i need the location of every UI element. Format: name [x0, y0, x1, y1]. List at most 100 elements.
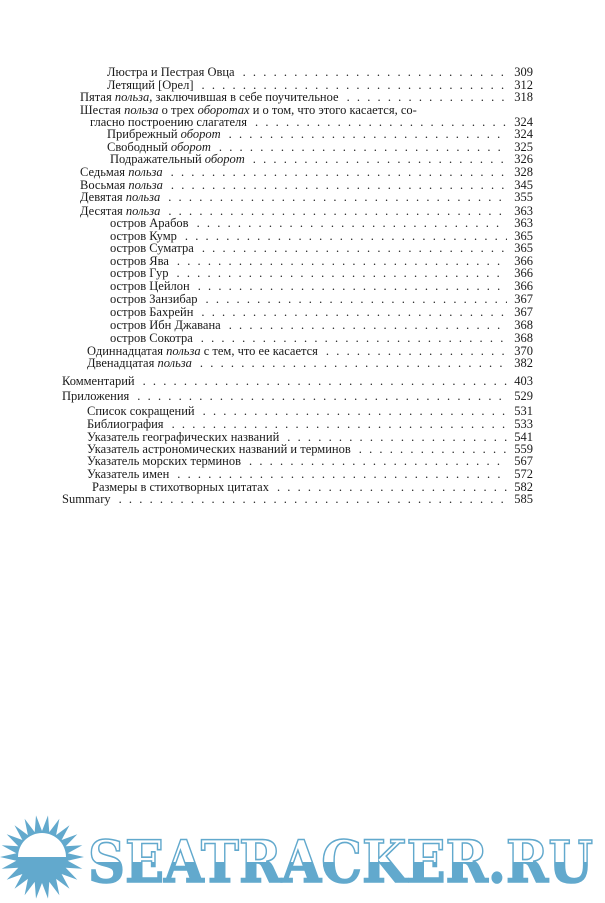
toc-page-number: 355	[514, 190, 533, 204]
toc-entry: остров Занзибар.........................…	[110, 293, 533, 306]
toc-title-part: остров Сокотра	[110, 331, 193, 345]
toc-page-number: 309	[514, 65, 533, 79]
toc-title-part: Девятая	[80, 190, 126, 204]
toc-page-number: 318	[514, 90, 533, 104]
toc-entry: остров Ява..............................…	[110, 255, 533, 268]
toc-title-part: остров Занзибар	[110, 292, 198, 306]
dot-leader: ........................................…	[200, 332, 507, 345]
toc-entry: Десятая польза..........................…	[80, 205, 533, 218]
toc-entry-title: остров Суматра	[110, 242, 194, 255]
dot-leader: ........................................…	[358, 443, 507, 456]
toc-title-part: Летящий [Орел]	[107, 78, 194, 92]
toc-entry-title: Подражательный оборот	[110, 153, 245, 166]
toc-title-part: остров Суматра	[110, 241, 194, 255]
toc-title-part: Прибрежный	[107, 127, 181, 141]
toc-entry-title: остров Цейлон	[110, 280, 190, 293]
toc-entry-title: Указатель морских терминов	[87, 455, 241, 468]
dot-leader: ........................................…	[249, 455, 507, 468]
toc-entry: Седьмая польза..........................…	[80, 166, 533, 179]
toc-page-number: 382	[514, 356, 533, 370]
dot-leader: ........................................…	[196, 217, 507, 230]
toc-entry: Указатель морских терминов..............…	[87, 455, 533, 468]
toc-entry: Люстра и Пестрая Овца...................…	[107, 66, 533, 79]
dot-leader: ........................................…	[170, 179, 507, 192]
toc-entry: остров Ибн Джавана......................…	[110, 319, 533, 332]
toc-page-number: 367	[514, 292, 533, 306]
toc-entry-title: остров Сокотра	[110, 332, 193, 345]
toc-title-part: Размеры в стихотворных цитатах	[92, 480, 269, 494]
toc-entry: Двенадцатая польза......................…	[87, 357, 533, 370]
toc-entry-title: Двенадцатая польза	[87, 357, 192, 370]
toc-page-number: 368	[514, 331, 533, 345]
toc-entry-title: Девятая польза	[80, 191, 160, 204]
toc-title-part: Список сокращений	[87, 404, 195, 418]
toc-entry-title: Десятая польза	[80, 205, 160, 218]
toc-title-part: остров Арабов	[110, 216, 189, 230]
toc-entry: Размеры в стихотворных цитатах..........…	[92, 481, 533, 494]
toc-page-number: 363	[514, 204, 533, 218]
toc-entry: Восьмая польза..........................…	[80, 179, 533, 192]
toc-title-part: польза	[125, 190, 161, 204]
toc-page-number: 585	[514, 492, 533, 506]
toc-title-part: с тем, что ее касается	[200, 344, 318, 358]
dot-leader: ........................................…	[201, 79, 507, 92]
toc-page-number: 326	[514, 152, 533, 166]
dot-leader: ........................................…	[325, 345, 507, 358]
toc-entry: Летящий [Орел]..........................…	[107, 79, 533, 92]
toc-title-part: Свободный	[107, 140, 171, 154]
toc-entry-title: Люстра и Пестрая Овца	[107, 66, 235, 79]
toc-entry-title: гласно построению слагателя	[90, 116, 247, 129]
toc-page-number: 366	[514, 254, 533, 268]
toc-page-number: 403	[514, 374, 533, 388]
dot-leader: ........................................…	[170, 166, 507, 179]
toc-page-number: 366	[514, 266, 533, 280]
toc-title-part: Седьмая	[80, 165, 129, 179]
toc-entry-title: Одиннадцатая польза с тем, что ее касает…	[87, 345, 318, 358]
toc-entry-title: остров Гур	[110, 267, 169, 280]
toc-page-number: 324	[514, 115, 533, 129]
toc-entry: остров Цейлон...........................…	[110, 280, 533, 293]
toc-page-number: 325	[514, 140, 533, 154]
toc-entry-title: остров Ява	[110, 255, 169, 268]
toc-entry: остров Сокотра..........................…	[110, 332, 533, 345]
toc-title-part: оборотах	[197, 103, 250, 117]
dot-leader: ........................................…	[176, 267, 507, 280]
toc-title-part: остров Цейлон	[110, 279, 190, 293]
dot-leader: ........................................…	[177, 468, 507, 481]
toc-entry: Комментарий.............................…	[62, 375, 533, 388]
toc-title-part: заключившая в себе поучительное	[152, 90, 339, 104]
toc-entry-title: Указатель астрономических названий и тер…	[87, 443, 351, 456]
dot-leader: ........................................…	[137, 390, 507, 403]
toc-title-part: Одиннадцатая	[87, 344, 167, 358]
toc-page-number: 365	[514, 229, 533, 243]
toc-entry: Пятая польза, заключившая в себе поучите…	[80, 91, 533, 104]
toc-entry: Одиннадцатая польза с тем, что ее касает…	[87, 345, 533, 358]
toc-entry-title: Летящий [Орел]	[107, 79, 194, 92]
toc-page-number: 345	[514, 178, 533, 192]
toc-page-number: 324	[514, 127, 533, 141]
toc-entry-title: Свободный оборот	[107, 141, 211, 154]
toc-entry-title: Приложения	[62, 390, 129, 403]
dot-leader: ........................................…	[171, 418, 507, 431]
toc-title-part: Двенадцатая	[87, 356, 158, 370]
toc-title-part: остров Ибн Джавана	[110, 318, 221, 332]
toc-entry: Указатель астрономических названий и тер…	[87, 443, 533, 456]
dot-leader: ........................................…	[201, 306, 507, 319]
toc-title-part: Комментарий	[62, 374, 135, 388]
toc-entry-title: остров Бахрейн	[110, 306, 193, 319]
toc-entry-title: остров Кумр	[110, 230, 177, 243]
dot-leader: ........................................…	[252, 153, 507, 166]
toc-title-part: оборот	[180, 127, 221, 141]
toc-page-number: 328	[514, 165, 533, 179]
dot-leader: ........................................…	[168, 205, 507, 218]
dot-leader: ........................................…	[276, 481, 507, 494]
dot-leader: ........................................…	[218, 141, 507, 154]
toc-title-part: Подражательный	[110, 152, 205, 166]
toc-title-part: Указатель географических названий	[87, 430, 280, 444]
toc-title-part: оборот	[170, 140, 211, 154]
svg-text:SEATRACKER.RU: SEATRACKER.RU	[88, 828, 593, 896]
toc-entry-title: Прибрежный оборот	[107, 128, 221, 141]
toc-title-part: Библиография	[87, 417, 164, 431]
toc-page-number: 582	[514, 480, 533, 494]
dot-leader: ........................................…	[346, 91, 507, 104]
